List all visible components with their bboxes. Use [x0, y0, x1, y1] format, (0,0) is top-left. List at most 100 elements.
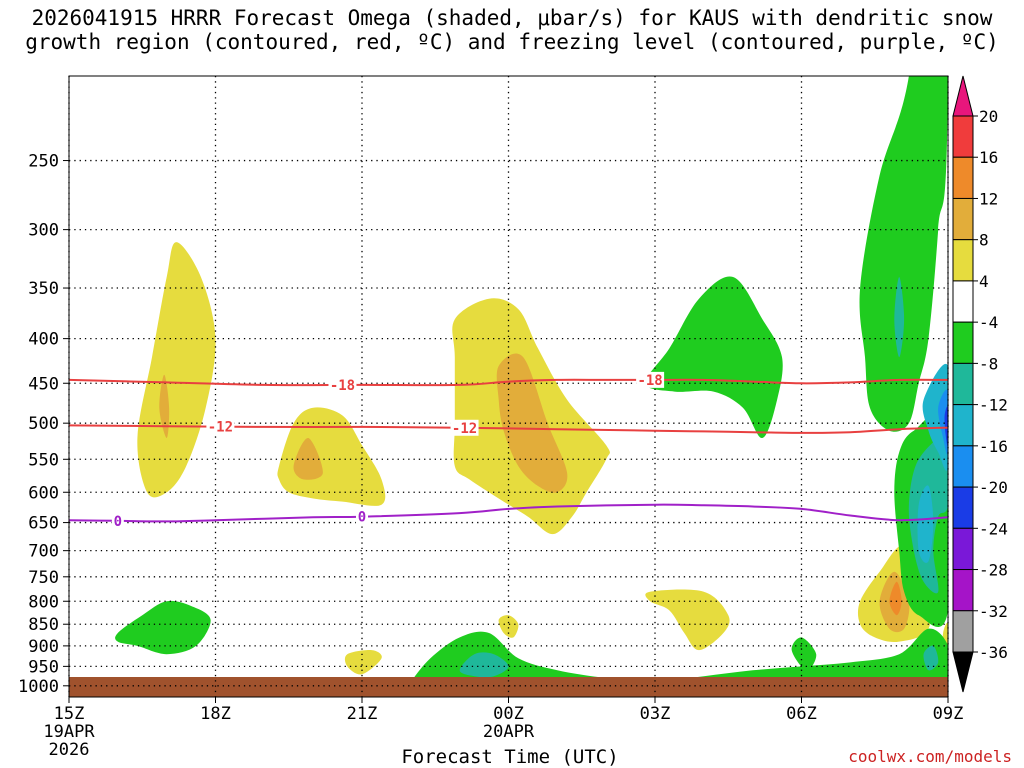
colorbar-bin--32--28: [952, 569, 974, 612]
colorbar-top-arrow: [952, 75, 974, 117]
x-tick-label-06Z: 06Z: [786, 704, 817, 724]
x-tick-label-00Z: 00Z: [493, 704, 524, 724]
y-tick-label-700: 700: [28, 542, 59, 562]
colorbar-label-8: 8: [979, 231, 989, 250]
colorbar-bin-8-12: [952, 197, 974, 241]
colorbar-bin-12-16: [952, 156, 974, 199]
omega-region-24: [922, 363, 948, 471]
omega-shading: [115, 76, 948, 685]
omega-region-11: [889, 581, 902, 616]
contour-label-0-0: 0: [114, 514, 122, 530]
y-tick-label-500: 500: [28, 414, 59, 434]
colorbar-bin-16-20: [952, 115, 974, 158]
colorbar-label--12: -12: [979, 396, 1008, 415]
colorbar-label--4: -4: [979, 313, 998, 332]
colorbar-label--20: -20: [979, 478, 1008, 497]
colorbar-label-12: 12: [979, 189, 998, 208]
omega-region-14: [115, 600, 211, 655]
omega-region-2: [277, 407, 386, 506]
omega-region-25: [938, 389, 948, 455]
contour-label-bg-0-0: [111, 512, 124, 529]
y-tick-label-900: 900: [28, 637, 59, 657]
ground-bar: [69, 677, 948, 697]
omega-region-26: [944, 406, 948, 447]
x-tick-label-18Z: 18Z: [200, 704, 231, 724]
y-tick-label-600: 600: [28, 483, 59, 503]
y-tick-label-950: 950: [28, 657, 59, 677]
omega-region-20: [894, 277, 905, 358]
colorbar-label--24: -24: [979, 519, 1008, 538]
y-tick-label-550: 550: [28, 450, 59, 470]
colorbar-label--36: -36: [979, 643, 1008, 662]
colorbar-bottom-arrow: [952, 651, 974, 693]
colorbar-label--8: -8: [979, 354, 998, 373]
colorbar-bin--4-4: [952, 280, 974, 323]
grid: [68, 76, 949, 697]
y-tick-label-850: 850: [28, 615, 59, 635]
colorbar-bin--24--20: [952, 486, 974, 529]
colorbar-bin-4-8: [952, 239, 974, 282]
colorbar-label-4: 4: [979, 272, 989, 291]
colorbar-bin--8--4: [952, 321, 974, 364]
temperature-contours: -18 -18 -12 -12 0 0: [69, 371, 948, 530]
omega-region-27: [923, 645, 939, 671]
x-axis-label: Forecast Time (UTC): [401, 746, 618, 768]
chart-title: 2026041915 HRRR Forecast Omega (shaded, …: [0, 6, 1024, 54]
omega-region-23: [917, 485, 934, 563]
colorbar-label--28: -28: [979, 561, 1008, 580]
contour-line--18: [69, 378, 948, 387]
chart-title-line1: 2026041915 HRRR Forecast Omega (shaded, …: [31, 6, 993, 30]
contour-label--18-1: -18: [637, 373, 662, 389]
y-axis: 2503003504004505005506006507007508008509…: [18, 152, 69, 697]
y-tick-label-400: 400: [28, 330, 59, 350]
omega-region-7: [645, 589, 730, 651]
omega-region-6: [498, 615, 519, 638]
omega-region-19: [859, 76, 948, 432]
colorbar-label--32: -32: [979, 602, 1008, 621]
colorbar-label-16: 16: [979, 148, 998, 167]
y-tick-label-800: 800: [28, 592, 59, 612]
contour-label-bg--12-0: [206, 418, 235, 435]
y-tick-label-300: 300: [28, 221, 59, 241]
omega-region-17: [459, 652, 509, 678]
contour-label--12-1: -12: [452, 421, 477, 437]
omega-region-5: [496, 353, 568, 493]
colorbar-bin--12--8: [952, 362, 974, 406]
contour-line--12: [69, 424, 948, 434]
y-tick-label-650: 650: [28, 514, 59, 534]
colorbar-bin--28--24: [952, 527, 974, 571]
x-tick-label-21Z: 21Z: [347, 704, 378, 724]
y-tick-label-1000: 1000: [18, 677, 59, 697]
y-tick-label-750: 750: [28, 568, 59, 588]
colorbar-bin--20--16: [952, 445, 974, 488]
x-tick-year-15Z: 2026: [49, 740, 90, 760]
contour-label-0-1: 0: [358, 510, 366, 526]
colorbar-label--16: -16: [979, 437, 1008, 456]
colorbar-label-20: 20: [979, 107, 998, 126]
x-tick-label-03Z: 03Z: [640, 704, 671, 724]
x-tick-label-09Z: 09Z: [933, 704, 964, 724]
omega-region-1: [159, 374, 170, 438]
omega-region-18: [791, 637, 817, 671]
colorbar-bin--16--12: [952, 404, 974, 447]
chart-title-line2: growth region (contoured, red, ºC) and f…: [25, 30, 999, 54]
y-tick-label-450: 450: [28, 374, 59, 394]
omega-region-0: [137, 242, 216, 498]
contour-label-bg--12-1: [450, 419, 479, 436]
omega-region-8: [344, 649, 382, 675]
y-tick-label-250: 250: [28, 152, 59, 172]
contour-label-bg--18-1: [636, 371, 665, 388]
colorbar-bin--36--32: [952, 610, 974, 653]
contour-label-bg-0-1: [356, 508, 368, 525]
colorbar: 20 16 12 8 4 -4 -8 -12 -16 -20 -24 -28 -32 -36: [952, 75, 1008, 693]
omega-region-15: [645, 276, 783, 439]
x-tick-date-00Z: 20APR: [483, 722, 535, 742]
x-tick-label-15Z: 15Z: [54, 704, 85, 724]
x-tick-date-15Z: 19APR: [43, 722, 95, 742]
contour-label--12-0: -12: [208, 420, 233, 436]
y-tick-label-350: 350: [28, 279, 59, 299]
omega-region-16: [402, 628, 948, 685]
contour-label--18-0: -18: [330, 378, 355, 394]
